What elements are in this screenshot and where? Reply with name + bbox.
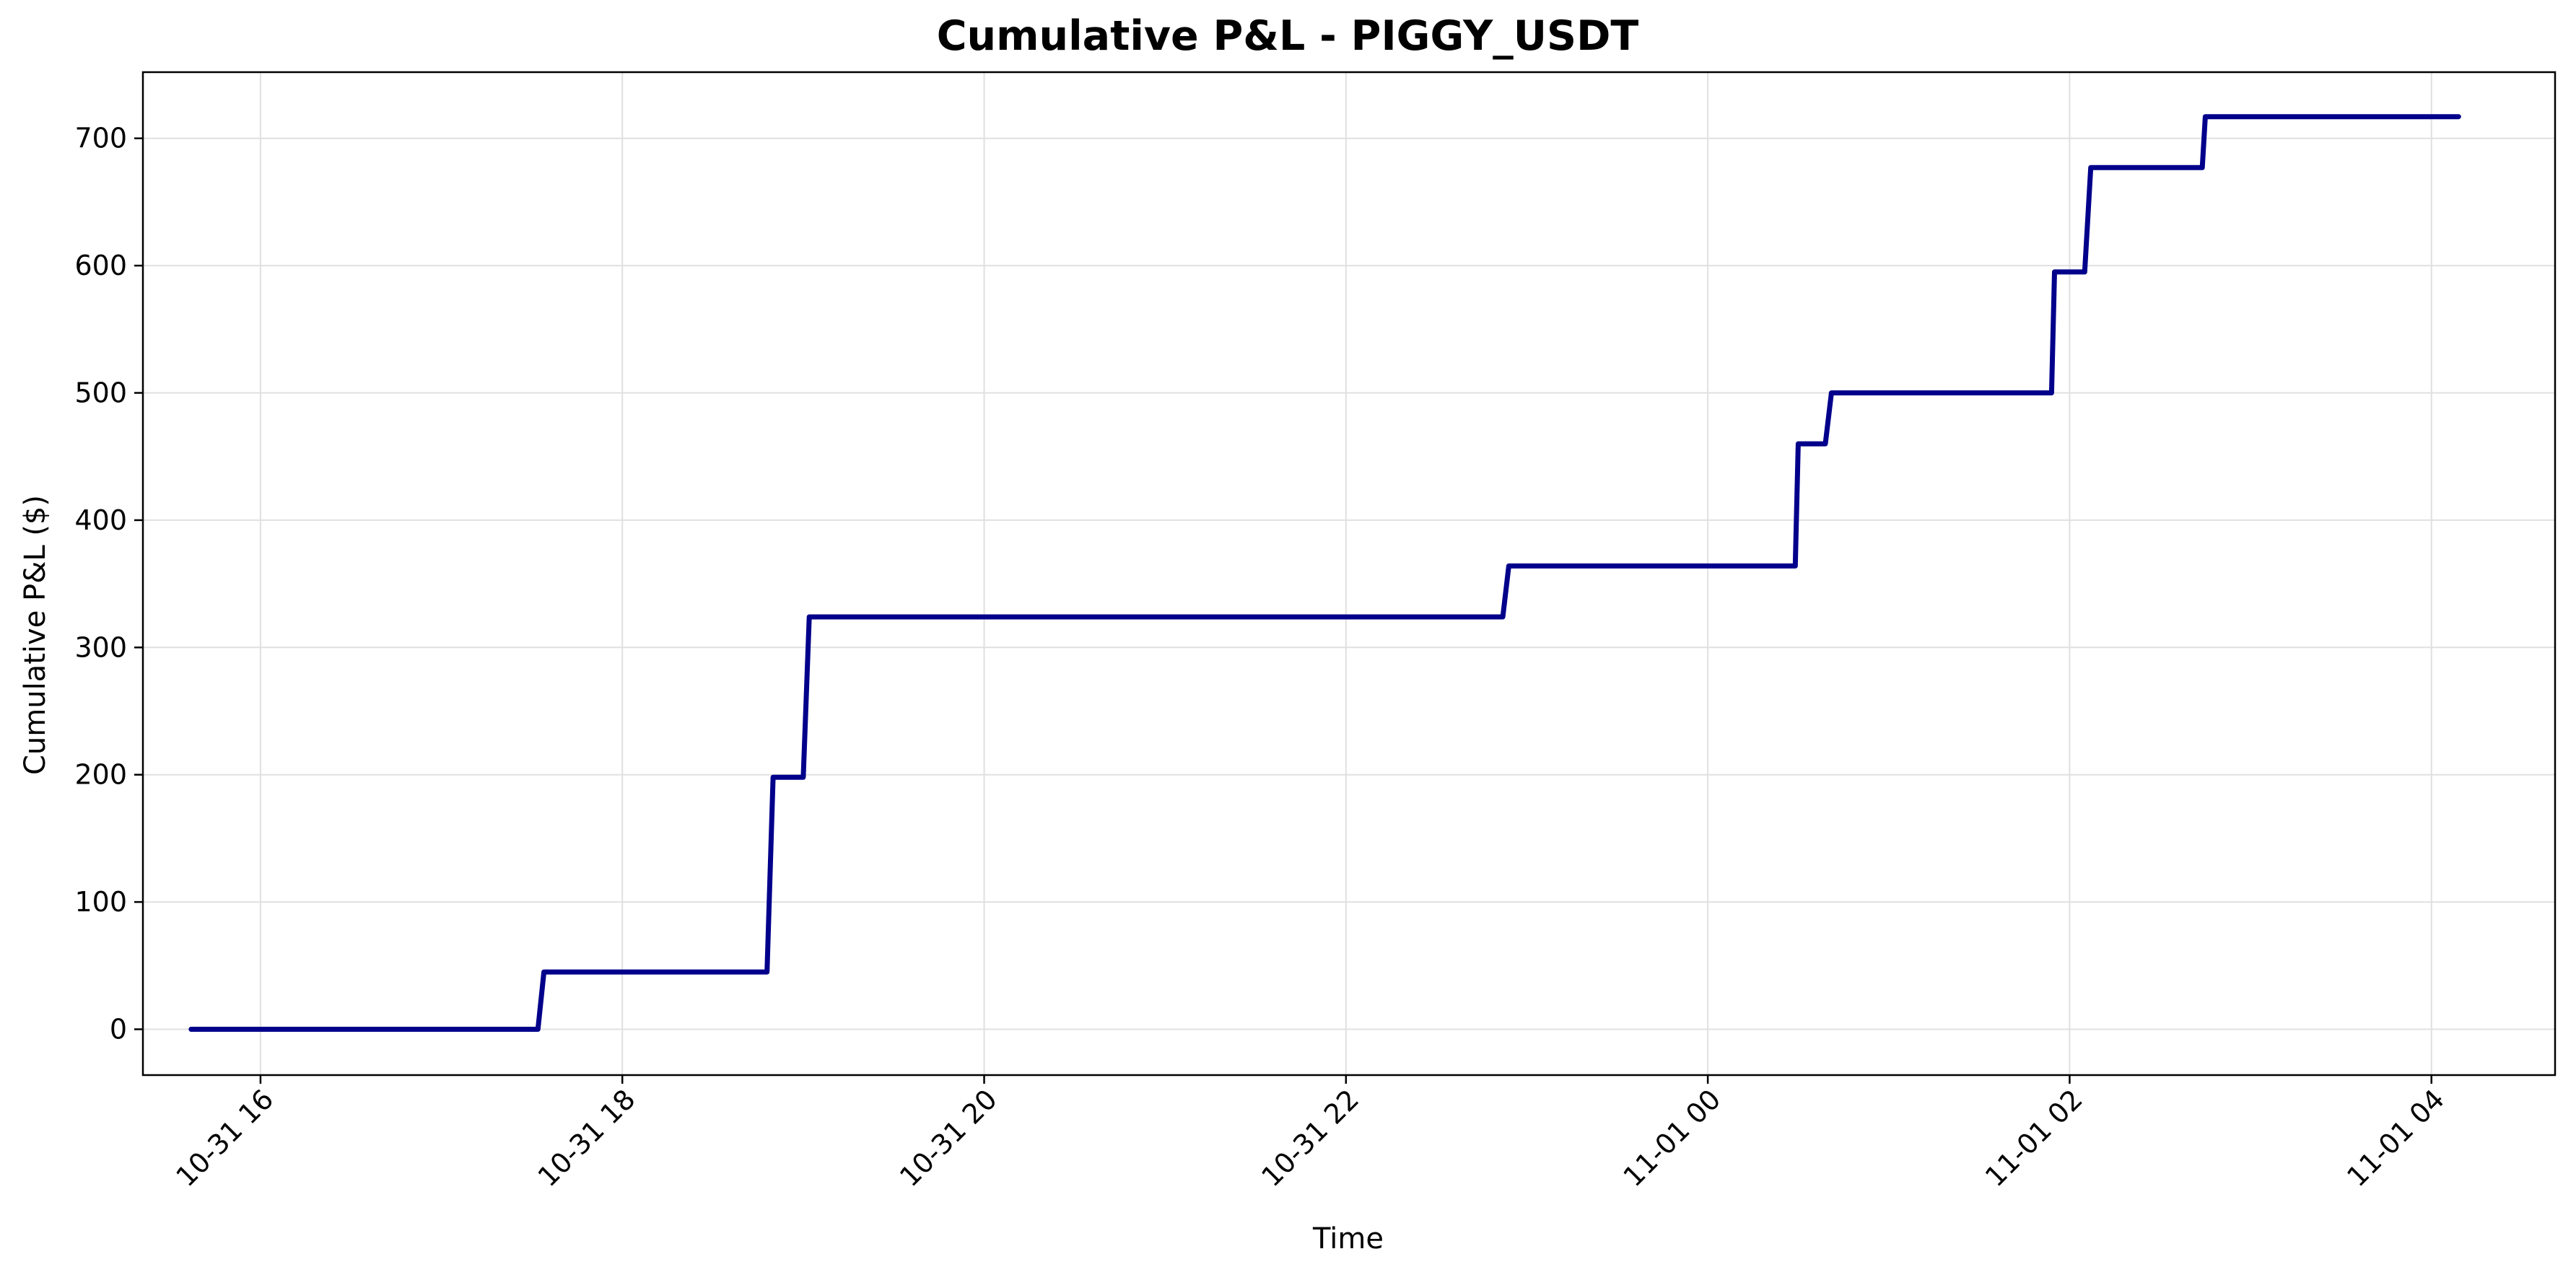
data-point [808, 616, 810, 618]
x-tick-label: 11-01 00 [1617, 1083, 1727, 1193]
data-point [803, 776, 804, 778]
y-tick-label: 500 [74, 377, 127, 409]
plot-frame [141, 71, 2557, 1077]
series-layer [188, 114, 2461, 1032]
y-tick-label: 0 [110, 1013, 127, 1045]
x-tick-label: 10-31 22 [1255, 1083, 1365, 1193]
data-point [191, 1028, 192, 1030]
data-point [2051, 393, 2052, 394]
x-tick-label: 10-31 18 [532, 1083, 642, 1193]
y-tick-label: 300 [74, 631, 127, 663]
series-line [188, 114, 2461, 1032]
data-point [537, 1028, 538, 1030]
data-point [2084, 271, 2085, 273]
data-point [1797, 443, 1799, 444]
data-point [543, 971, 545, 973]
data-point [2054, 271, 2056, 273]
data-point [1825, 443, 1826, 444]
y-tick-label: 700 [74, 123, 127, 154]
data-point [1508, 565, 1509, 566]
data-point [2201, 167, 2203, 168]
data-point [1502, 616, 1503, 618]
y-tick-label: 200 [74, 759, 127, 791]
data-point [1794, 565, 1796, 566]
data-point [2458, 116, 2459, 118]
data-point [772, 776, 774, 778]
x-tick-label: 10-31 20 [894, 1083, 1003, 1193]
y-tick-label: 400 [74, 504, 127, 536]
grid-layer [143, 72, 2555, 1075]
x-tick-label: 11-01 04 [2341, 1083, 2450, 1193]
data-point [2204, 116, 2206, 118]
tick-layer: 10-31 16 10-31 18 10-31 20 10-31 22 11-01 00… [74, 123, 2450, 1193]
y-axis-label: Cumulative P&L ($) [19, 495, 52, 775]
data-point [1830, 393, 1832, 394]
y-tick-label: 600 [74, 250, 127, 281]
data-point [767, 971, 768, 973]
chart-title: Cumulative P&L - PIGGY_USDT [937, 12, 1639, 60]
y-tick-label: 100 [74, 886, 127, 918]
data-point [2090, 167, 2092, 168]
x-axis-label: Time [1312, 1222, 1384, 1255]
x-tick-label: 10-31 16 [170, 1083, 279, 1193]
x-tick-label: 11-01 02 [1979, 1083, 2089, 1193]
